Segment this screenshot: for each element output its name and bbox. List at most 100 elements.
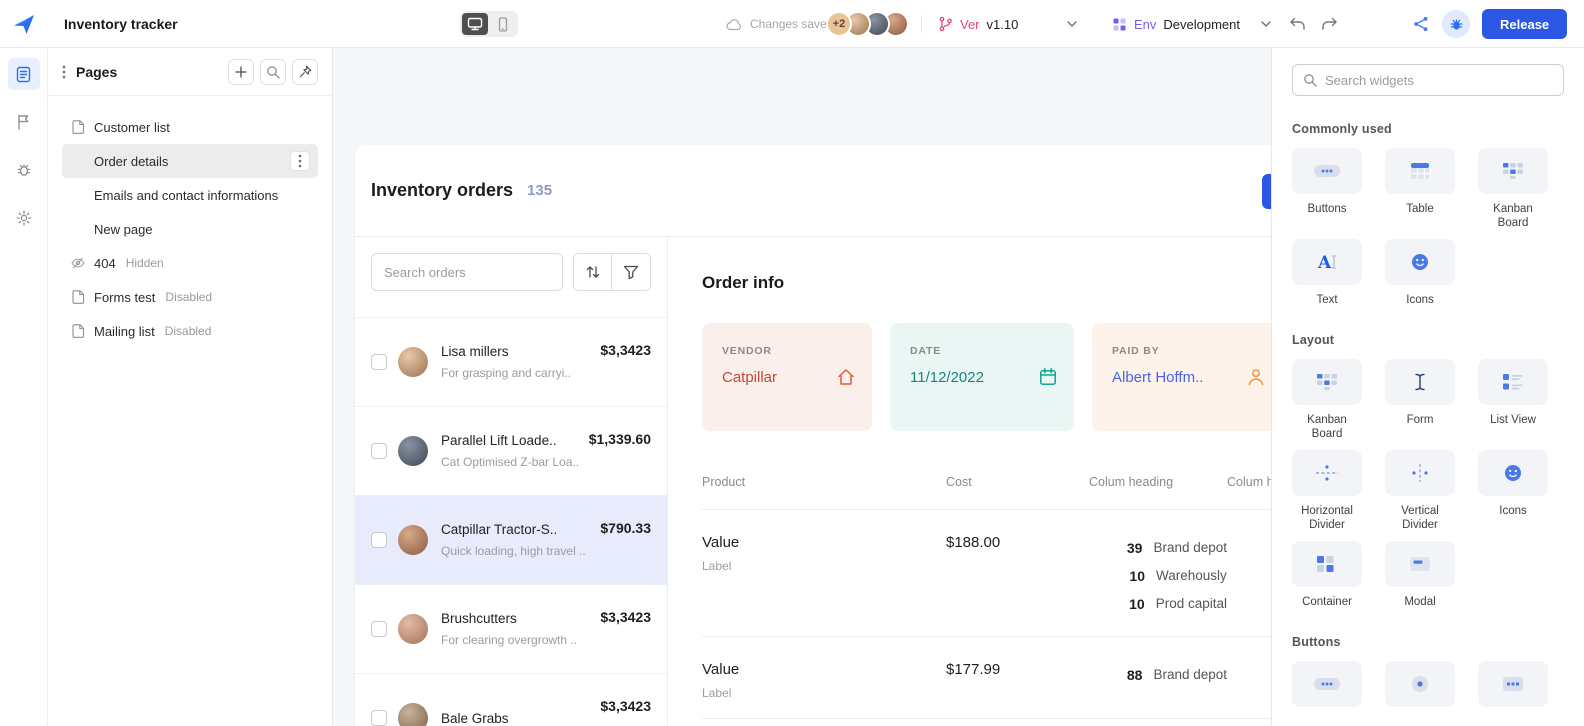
phone-icon [497, 16, 509, 32]
order-list-item[interactable]: Catpillar Tractor-S.. Quick loading, high… [355, 495, 667, 584]
widget-form[interactable]: Form [1385, 359, 1455, 442]
info-card-value: 11/12/2022 [910, 369, 984, 386]
order-table-head: Product Cost Colum heading Colum hea.. [702, 475, 1271, 510]
widget-horizontal-divider[interactable]: Horizontal Divider [1292, 449, 1362, 533]
cell-quantity: 10 [1129, 568, 1145, 584]
sidebar-item-customer-list[interactable]: Customer list [62, 110, 318, 144]
flags-icon [16, 114, 31, 130]
info-card-calendar: DATE 11/12/2022 [890, 323, 1074, 431]
column-header: Colum heading [1089, 475, 1174, 489]
page-label: Mailing list [94, 323, 155, 339]
widget-buttons[interactable]: Buttons [1292, 148, 1362, 231]
cloud-icon [726, 18, 743, 31]
add-page-button[interactable] [228, 58, 254, 85]
widget-icons[interactable]: Icons [1478, 449, 1548, 533]
order-list-item[interactable]: Lisa millers For grasping and carryi.. $3,… [355, 317, 667, 406]
release-button[interactable]: Release [1482, 9, 1568, 39]
filter-button[interactable] [612, 254, 650, 290]
widget-section-title: Buttons [1292, 635, 1341, 650]
home-icon [836, 367, 856, 387]
w-form-icon [1412, 372, 1428, 392]
search-icon [266, 65, 280, 79]
widget-label: Kanban Board [1307, 414, 1347, 441]
widget-kanban-board[interactable]: Kanban Board [1292, 359, 1362, 442]
widget-label: Icons [1406, 293, 1434, 306]
sidebar-item-forms-test[interactable]: Forms test Disabled [62, 280, 318, 314]
w-icons-icon [1410, 252, 1430, 272]
cell-cost: $177.99 [946, 661, 1001, 678]
w-buttons-icon [1312, 674, 1342, 694]
version-selector[interactable]: Ver v1.10 [938, 0, 1078, 48]
order-checkbox[interactable] [371, 443, 387, 459]
w-listview-icon [1501, 372, 1525, 392]
sidebar-item-order-details[interactable]: Order details [62, 144, 318, 178]
pages-panel-title: Pages [76, 63, 118, 80]
cell-depot: Prod capital [1155, 596, 1227, 611]
order-list-item[interactable]: Parallel Lift Loade.. Cat Optimised Z-bar… [355, 406, 667, 495]
order-checkbox[interactable] [371, 532, 387, 548]
version-value: v1.10 [986, 16, 1019, 32]
widget-w-button-icon[interactable] [1385, 661, 1455, 708]
order-checkbox[interactable] [371, 354, 387, 370]
w-hdivider-icon [1314, 463, 1340, 483]
widget-icons[interactable]: Icons [1385, 238, 1455, 308]
eye-off-icon [70, 256, 86, 270]
widget-label: List View [1490, 414, 1536, 427]
search-pages-button[interactable] [260, 58, 286, 85]
mobile-mode-button[interactable] [490, 13, 516, 35]
rail-item-flags[interactable] [8, 106, 40, 138]
sidebar-item-mailing-list[interactable]: Mailing list Disabled [62, 314, 318, 348]
debug-button[interactable] [1442, 10, 1470, 38]
widget-w-button-menu[interactable] [1478, 661, 1548, 708]
order-price: $3,3423 [600, 698, 651, 714]
widget-modal[interactable]: Modal [1385, 540, 1455, 610]
widget-container[interactable]: Container [1292, 540, 1362, 610]
column-header: Colum hea.. [1227, 475, 1271, 489]
rail-item-settings[interactable] [8, 202, 40, 234]
redo-button[interactable] [1316, 11, 1342, 37]
avatar [398, 525, 428, 555]
file-icon [70, 120, 86, 134]
order-checkbox[interactable] [371, 621, 387, 637]
avatar-overflow-badge[interactable]: +2 [826, 11, 852, 37]
filter-icon [623, 265, 639, 280]
sort-button[interactable] [574, 254, 612, 290]
divider [921, 15, 922, 33]
sidebar-item-emails-and-contact-informations[interactable]: Emails and contact informations [62, 178, 318, 212]
rail-item-debug[interactable] [8, 154, 40, 186]
share-button[interactable] [1408, 11, 1434, 37]
header-action-button[interactable] [1262, 174, 1271, 209]
cell-quantity: 88 [1126, 667, 1143, 683]
widget-kanban-board[interactable]: Kanban Board [1478, 148, 1548, 231]
desktop-mode-button[interactable] [462, 13, 488, 35]
order-checkbox[interactable] [371, 710, 387, 726]
widget-text[interactable]: A Text [1292, 238, 1362, 308]
sidebar-item-new-page[interactable]: New page [62, 212, 318, 246]
search-widgets-input[interactable] [1325, 72, 1553, 88]
widget-list-view[interactable]: List View [1478, 359, 1548, 442]
widget-label: Form [1406, 414, 1434, 427]
order-description: For clearing overgrowth .. [441, 633, 578, 647]
cell-cost: $188.00 [946, 534, 1001, 551]
chevron-down-icon [1067, 21, 1078, 27]
info-card-label: PAID BY [1112, 345, 1160, 357]
order-list-item[interactable]: Brushcutters For clearing overgrowth .. $3… [355, 584, 667, 673]
widget-w-buttons[interactable] [1292, 661, 1362, 708]
redo-icon [1321, 17, 1338, 31]
search-orders-input[interactable] [371, 253, 563, 291]
sidebar-item-404[interactable]: 404 Hidden [62, 246, 318, 280]
svg-text:A: A [1317, 253, 1332, 272]
pin-panel-button[interactable] [292, 58, 318, 85]
undo-button[interactable] [1284, 11, 1310, 37]
rail-item-pages[interactable] [7, 58, 40, 90]
environment-selector[interactable]: Env Development [1112, 0, 1271, 48]
widget-vertical-divider[interactable]: Vertical Divider [1385, 449, 1455, 533]
environment-icon [1112, 17, 1127, 32]
cell-quantity: 10 [1129, 596, 1145, 612]
order-list-item[interactable]: Bale Grabs $3,3423 [355, 673, 667, 726]
widget-table[interactable]: Table [1385, 148, 1455, 231]
drag-handle-icon[interactable] [62, 65, 66, 79]
w-kanban-icon [1501, 161, 1525, 181]
page-context-menu-button[interactable] [290, 151, 310, 171]
top-bar: Inventory tracker Changes saved +2 Ver v… [0, 0, 1584, 48]
